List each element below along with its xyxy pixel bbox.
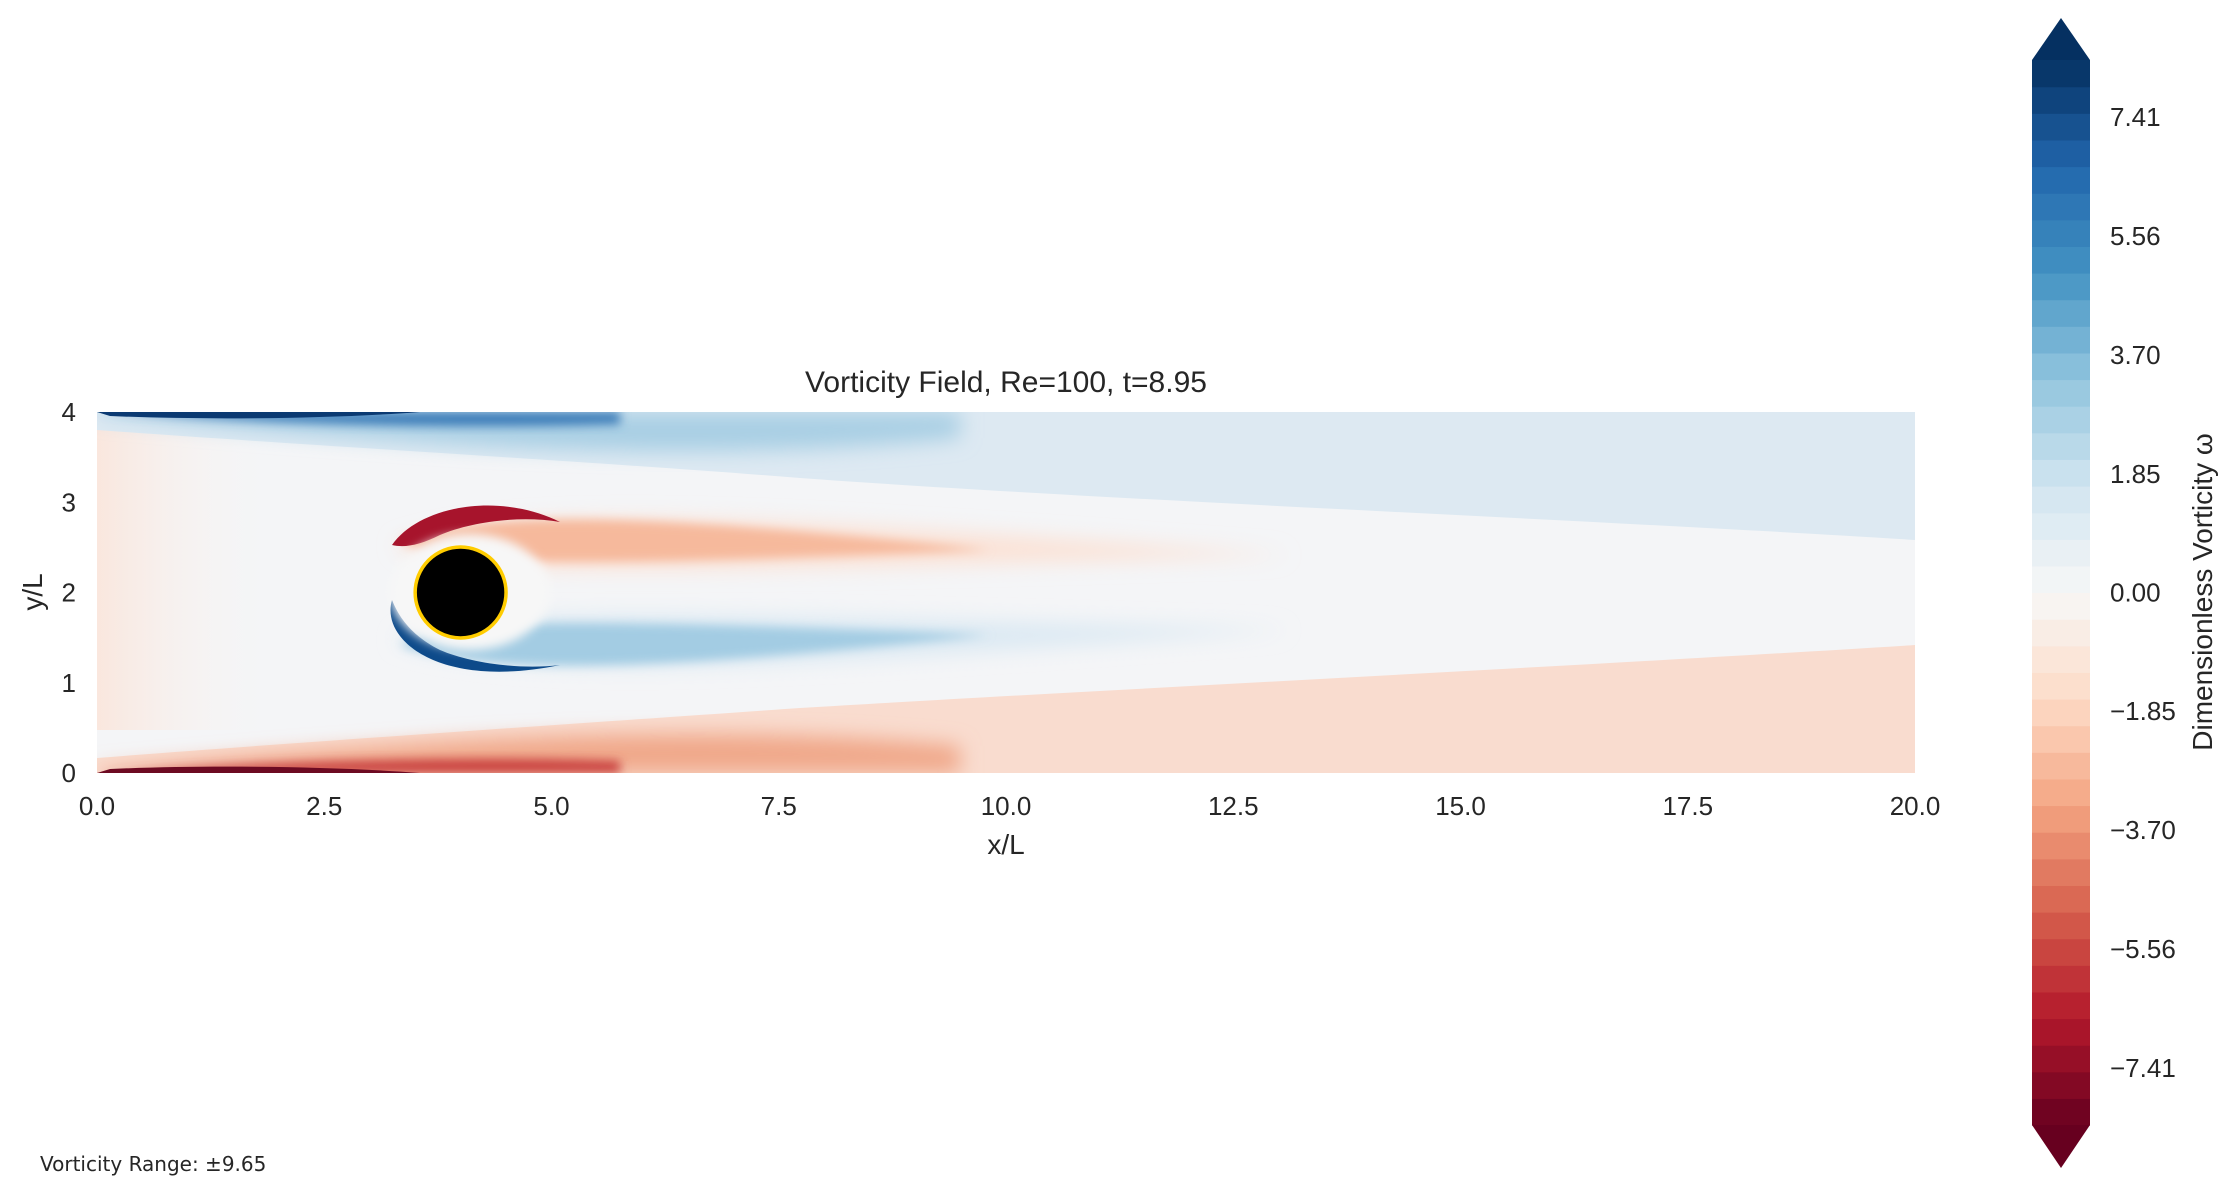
colorbar-level: [2032, 938, 2090, 966]
chart-title: Vorticity Field, Re=100, t=8.95: [805, 366, 1207, 399]
colorbar-level: [2032, 326, 2090, 354]
x-tick-label: 20.0: [1890, 791, 1941, 821]
x-tick-label: 0.0: [79, 791, 115, 821]
colorbar-level: [2032, 592, 2090, 620]
vorticity-range-note: Vorticity Range: ±9.65: [40, 1152, 267, 1176]
x-tick-label: 5.0: [533, 791, 569, 821]
y-axis-label: y/L: [17, 573, 48, 610]
colorbar-level: [2032, 912, 2090, 940]
y-tick-label: 1: [62, 668, 76, 698]
x-axis-label: x/L: [987, 829, 1024, 860]
x-tick-label: 2.5: [306, 791, 342, 821]
x-tick-label: 15.0: [1435, 791, 1486, 821]
colorbar-tick-label: −3.70: [2110, 815, 2176, 845]
y-tick-label: 3: [62, 487, 76, 517]
y-tick-label: 2: [62, 578, 76, 608]
top-wall-band-core: [97, 412, 420, 419]
colorbar-level: [2032, 86, 2090, 114]
colorbar-extend-max: [2032, 18, 2090, 60]
colorbar-tick-label: −7.41: [2110, 1053, 2176, 1083]
colorbar-level: [2032, 432, 2090, 460]
colorbar: [2032, 18, 2090, 1168]
x-tick-label: 12.5: [1208, 791, 1259, 821]
colorbar-tick-label: 3.70: [2110, 340, 2161, 370]
x-tick-label: 7.5: [761, 791, 797, 821]
colorbar-level: [2032, 246, 2090, 274]
colorbar-level: [2032, 352, 2090, 381]
bottom-wall-layer: [97, 645, 1915, 773]
top-wall-layer: [97, 412, 1915, 540]
colorbar-level: [2032, 752, 2090, 780]
colorbar-level: [2032, 139, 2090, 168]
inlet-region: [97, 430, 277, 730]
vorticity-field: [97, 412, 1915, 773]
colorbar-level: [2032, 965, 2090, 993]
colorbar-level: [2032, 512, 2090, 540]
colorbar-tick-label: −5.56: [2110, 934, 2176, 964]
colorbar-level: [2032, 885, 2090, 913]
colorbar-level: [2032, 486, 2090, 514]
colorbar-level: [2032, 166, 2090, 194]
upper-wake-inner: [392, 505, 560, 547]
colorbar-ticks: 7.41 5.56 3.70 1.85 0.00 −1.85 −3.70 −5.56 −7.41: [2110, 102, 2176, 1083]
colorbar-level: [2032, 299, 2090, 327]
colorbar-level: [2032, 699, 2090, 727]
y-axis-ticks: 0 1 2 3 4: [62, 397, 76, 788]
colorbar-level: [2032, 725, 2090, 753]
colorbar-level: [2032, 672, 2090, 700]
colorbar-level: [2032, 858, 2090, 886]
upper-wake-mid: [400, 519, 990, 562]
colorbar-level: [2032, 645, 2090, 673]
colorbar-level: [2032, 1071, 2090, 1099]
colorbar-tick-label: 0.00: [2110, 578, 2161, 608]
colorbar-level: [2032, 406, 2090, 434]
colorbar-level: [2032, 1098, 2090, 1126]
y-tick-label: 0: [62, 758, 76, 788]
wake-upper-shear-layer: [392, 505, 1290, 570]
colorbar-level: [2032, 379, 2090, 407]
lower-wake-inner: [390, 600, 560, 672]
wake-lower-shear-layer: [390, 600, 1290, 672]
colorbar-level: [2032, 113, 2090, 141]
colorbar-level: [2032, 565, 2090, 594]
colorbar-tick-label: −1.85: [2110, 696, 2176, 726]
colorbar-level: [2032, 539, 2090, 567]
colorbar-tick-label: 7.41: [2110, 102, 2161, 132]
colorbar-tick-label: 1.85: [2110, 459, 2161, 489]
cylinder-obstacle: [413, 545, 508, 640]
y-tick-label: 4: [62, 397, 76, 427]
colorbar-label: Dimensionless Vorticity ω: [2187, 433, 2218, 751]
colorbar-level: [2032, 619, 2090, 647]
x-tick-label: 17.5: [1662, 791, 1713, 821]
colorbar-level: [2032, 805, 2090, 833]
colorbar-level: [2032, 459, 2090, 487]
colorbar-level: [2032, 991, 2090, 1020]
colorbar-tick-label: 5.56: [2110, 221, 2161, 251]
colorbar-level: [2032, 193, 2090, 221]
bottom-wall-band-core: [97, 766, 420, 773]
colorbar-level: [2032, 1018, 2090, 1046]
colorbar-extend-min: [2032, 1125, 2090, 1168]
colorbar-level: [2032, 60, 2090, 88]
colorbar-level: [2032, 778, 2090, 807]
x-axis-ticks: 0.0 2.5 5.0 7.5 10.0 12.5 15.0 17.5 20.0: [79, 791, 1940, 821]
colorbar-level: [2032, 219, 2090, 247]
lower-wake-mid: [400, 623, 990, 666]
colorbar-level: [2032, 273, 2090, 301]
colorbar-level: [2032, 1045, 2090, 1073]
colorbar-level: [2032, 832, 2090, 860]
x-tick-label: 10.0: [981, 791, 1032, 821]
